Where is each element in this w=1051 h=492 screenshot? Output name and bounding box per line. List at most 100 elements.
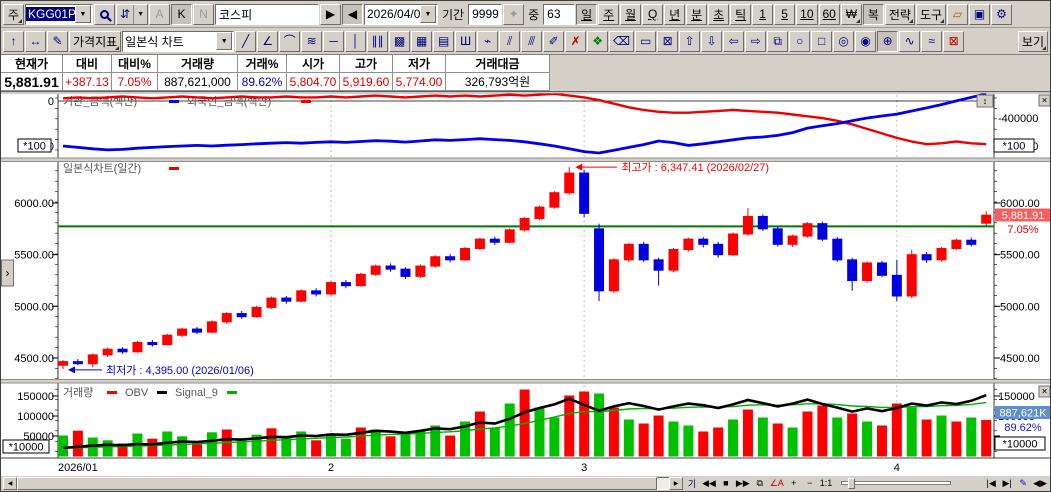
svg-text:887,621K: 887,621K [999, 408, 1047, 420]
memo-button[interactable]: ⧉ [767, 30, 789, 52]
view-button[interactable]: 보기 [1017, 30, 1048, 52]
zoom-bar-button[interactable]: ◉ [855, 30, 877, 52]
palette-button[interactable]: ❖ [587, 30, 609, 52]
sort-button[interactable]: ⇵ ▼ [116, 3, 148, 25]
nudge-right-button[interactable]: ⇨ [745, 30, 767, 52]
svg-text:↕: ↕ [983, 96, 988, 106]
chevron-down-icon[interactable]: ▼ [75, 5, 91, 23]
interval-60-button[interactable]: 60 [818, 3, 840, 25]
parallel-lines-icon: ⫽ [506, 34, 513, 48]
scroll-right-button[interactable]: ▶ [669, 476, 683, 490]
fit-width-button[interactable]: ◀▶ [1033, 477, 1047, 488]
won-button[interactable]: ₩ [840, 3, 862, 25]
horizontal-line-button[interactable]: ─ [323, 30, 345, 52]
interval-tick-button[interactable]: 틱 [730, 3, 752, 25]
scroll-up-button[interactable]: ↑ [3, 30, 24, 52]
list-grid-button[interactable]: ▤ [433, 30, 455, 52]
angle-line-button[interactable]: ∠ [257, 30, 279, 52]
nudge-left-button[interactable]: ⇦ [723, 30, 745, 52]
pen-tool-button[interactable]: ✐ [543, 30, 565, 52]
scroll-thumb[interactable] [17, 476, 657, 490]
zoom-slider[interactable] [841, 478, 952, 489]
zoom-pan-button[interactable]: ⊕ [877, 30, 899, 52]
go-last-button[interactable]: ▶| [1000, 477, 1014, 490]
nudge-up-button[interactable]: ⇧ [679, 30, 701, 52]
remove-tool-button[interactable]: ✗ [565, 30, 587, 52]
interval-week-button[interactable]: 주 [598, 3, 620, 25]
clear-chart-button[interactable]: ⊠ [943, 30, 965, 52]
interval-month-button[interactable]: 월 [620, 3, 642, 25]
symbol-name-input[interactable] [215, 3, 319, 25]
arc-tool-button[interactable]: ⌒ [279, 30, 301, 52]
slider-thumb[interactable] [848, 478, 856, 489]
svg-text:5500.00: 5500.00 [14, 250, 54, 262]
nudge-down-button[interactable]: ⇩ [701, 30, 723, 52]
rewind-button[interactable]: ◀◀ [702, 477, 716, 488]
parallel2-tool-button[interactable]: ⫻ [521, 30, 543, 52]
svg-text:5,881.91: 5,881.91 [1002, 210, 1045, 222]
replay-chart-button[interactable]: ⧉ [753, 477, 767, 490]
up-arrow-icon: ↑ [10, 34, 17, 48]
rect-tool-button[interactable]: □ [811, 30, 833, 52]
fan-tool-button[interactable]: ≋ [301, 30, 323, 52]
note-edit-button[interactable]: ✎ [47, 30, 68, 52]
interval-5-button[interactable]: 5 [774, 3, 796, 25]
fast-forward-button[interactable]: ▶▶ [735, 477, 750, 488]
search-button[interactable] [94, 3, 115, 25]
interval-day-button[interactable]: 일 [576, 3, 598, 25]
next-symbol-button[interactable]: ▶ [320, 3, 341, 25]
interval-10-button[interactable]: 10 [796, 3, 818, 25]
interval-year-button[interactable]: 년 [664, 3, 686, 25]
h-grid-button[interactable]: ▦ [411, 30, 433, 52]
ray-tool-button[interactable]: ⌁ [477, 30, 499, 52]
eraser-button[interactable]: ⌫ [609, 30, 635, 52]
strategy-button[interactable]: 전략 [884, 3, 915, 25]
wave2-button[interactable]: ≈ [921, 30, 943, 52]
chevron-down-icon[interactable]: ▼ [420, 5, 436, 23]
chevron-down-icon[interactable]: ▼ [216, 32, 233, 50]
interval-quarter-button[interactable]: Q [642, 3, 664, 25]
scroll-track[interactable] [657, 476, 669, 490]
go-first-button[interactable]: |◀ [984, 477, 998, 490]
period-input[interactable] [468, 3, 503, 25]
zoom-area-button[interactable]: ◎ [833, 30, 855, 52]
dense-grid-button[interactable]: ▩ [389, 30, 411, 52]
parallel-tool-button[interactable]: ⫽ [499, 30, 521, 52]
circle-tool-button[interactable]: ○ [789, 30, 811, 52]
channel-tool-button[interactable]: Ш [455, 30, 477, 52]
period-type-button[interactable]: 주 [3, 3, 24, 25]
date-combo[interactable]: 2026/04/08▼ [364, 3, 438, 25]
interval-minute-button[interactable]: 분 [686, 3, 708, 25]
erase-all-button[interactable]: ⊠ [657, 30, 679, 52]
ratio-button[interactable]: 1:1 [819, 478, 833, 488]
stop-button[interactable]: ■ [719, 477, 733, 490]
fit-horizontal-button[interactable]: ↔ [25, 30, 46, 52]
auto-scale-button[interactable]: ∠A [769, 477, 784, 488]
price-indicator-button[interactable]: 가격지표 [69, 30, 122, 52]
count-input[interactable] [543, 3, 576, 25]
zoom-in-button[interactable]: + [787, 477, 801, 490]
interval-second-button[interactable]: 초 [708, 3, 730, 25]
settings-button[interactable]: ⚙ [991, 3, 1013, 25]
save-button[interactable]: ▣ [969, 3, 991, 25]
symbol-code-combo[interactable]: KGG01P ▼ [25, 3, 93, 25]
scroll-left-button[interactable]: ◀ [3, 476, 17, 490]
compress-button[interactable]: 기 [685, 477, 699, 490]
restore-button[interactable]: 복 [862, 3, 884, 25]
chart-type-combo[interactable]: 일본식 차트 ▼ [122, 30, 235, 52]
edit-chart-button[interactable]: ✎ [1016, 477, 1030, 490]
zoom-out-button[interactable]: − [803, 477, 817, 490]
compress-wave-button[interactable]: ∿ [899, 30, 921, 52]
tools-button[interactable]: 도구 [915, 3, 947, 25]
trend-line-button[interactable]: ╱ [235, 30, 257, 52]
chart-toolbar: ↑ ↔ ✎ 가격지표 일본식 차트 ▼ ╱ ∠ ⌒ ≋ ─ │ ∥∥ ▩ ▦ ▤ Ш ⌁ ⫽ ⫻ ✐ ✗ ❖ ⌫ ▭ ⊠ ⇧ ⇩ ⇦ ⇨ ⧉… [1, 28, 1050, 55]
open-file-button[interactable]: ▱ [947, 3, 969, 25]
chart-canvas[interactable]: 기관_금액(백만)외국인_금액(백만)0-50*100-400000-50000… [1, 92, 1051, 476]
interval-1-button[interactable]: 1 [752, 3, 774, 25]
vertical-grid-button[interactable]: ∥∥ [367, 30, 389, 52]
prev-symbol-button[interactable]: ◀ [342, 3, 363, 25]
market-k-button[interactable]: K [171, 3, 192, 25]
select-erase-button[interactable]: ▭ [635, 30, 657, 52]
vertical-line-button[interactable]: │ [345, 30, 367, 52]
eraser-icon: ⌫ [613, 34, 631, 48]
